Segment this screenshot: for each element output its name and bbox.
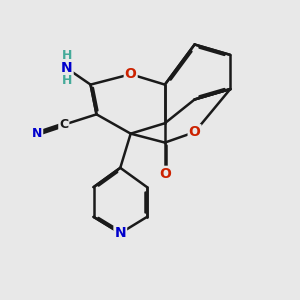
Text: H: H <box>61 74 72 87</box>
Text: N: N <box>115 226 126 240</box>
Text: H: H <box>61 49 72 62</box>
Text: O: O <box>125 67 136 81</box>
Text: O: O <box>159 167 171 181</box>
Text: C: C <box>59 118 68 131</box>
Text: O: O <box>189 125 200 139</box>
Text: N: N <box>32 127 42 140</box>
Text: N: N <box>61 61 73 75</box>
